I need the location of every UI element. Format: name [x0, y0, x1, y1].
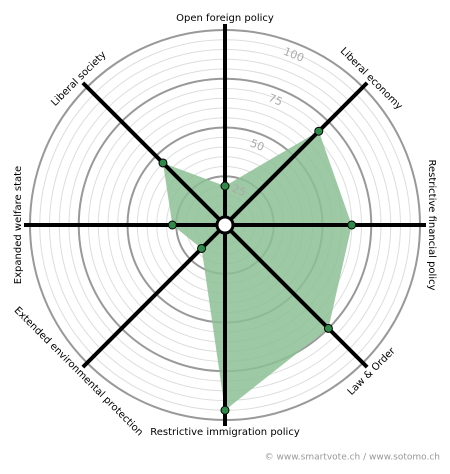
tick-label: 100 [282, 45, 306, 65]
axis-line [81, 81, 227, 227]
axis-label: Expanded welfare state [13, 166, 24, 284]
data-point [220, 405, 230, 415]
data-point [220, 181, 230, 191]
axis-line [223, 223, 369, 369]
data-point [197, 243, 207, 253]
data-point [158, 158, 168, 168]
data-point [314, 126, 324, 136]
tick-label: 50 [248, 137, 266, 154]
axis-label: Restrictive financial policy [426, 159, 437, 290]
center-hub [215, 215, 235, 235]
axis-line [223, 81, 369, 227]
data-point [323, 323, 333, 333]
axis-label: Restrictive immigration policy [150, 427, 300, 438]
tick-label: 25 [230, 182, 248, 199]
tick-label: 75 [267, 91, 285, 108]
axis-label: Open foreign policy [176, 13, 274, 24]
data-area [162, 131, 352, 411]
data-point [167, 220, 177, 230]
footer: © www.smartvote.ch / www.sotomo.ch [265, 453, 440, 463]
data-point [347, 220, 357, 230]
